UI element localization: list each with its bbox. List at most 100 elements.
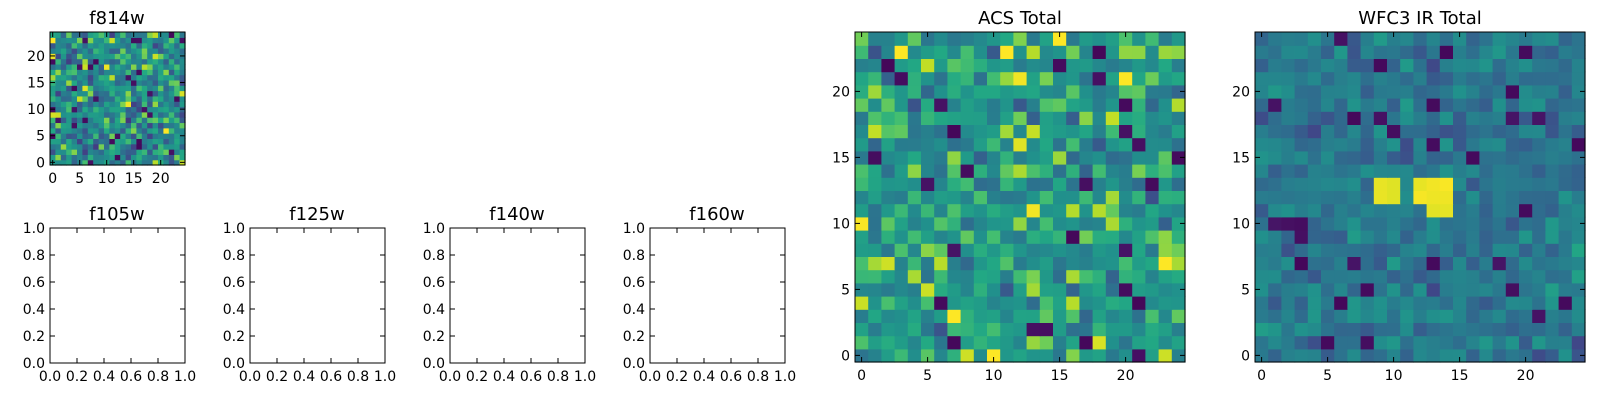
heatmap-cell (1347, 71, 1362, 86)
heatmap-cell (1453, 58, 1467, 73)
heatmap-cell (1413, 150, 1428, 165)
heatmap-cell (1426, 150, 1441, 165)
heatmap-cell (934, 348, 948, 363)
heatmap-cell (1453, 32, 1467, 46)
heatmap-cell (1281, 243, 1296, 257)
heatmap-cell (1453, 124, 1467, 139)
heatmap-cell (163, 138, 170, 145)
heatmap-cell (973, 124, 988, 139)
heatmap-cell (77, 37, 83, 44)
heatmap-cell (1268, 256, 1282, 271)
heatmap-cell (1294, 32, 1309, 46)
heatmap-cell (1307, 335, 1322, 350)
heatmap-cell (881, 296, 896, 310)
heatmap-cell (1571, 256, 1586, 271)
heatmap-cell (855, 216, 869, 231)
axes-frame (1254, 31, 1586, 363)
heatmap-cell (104, 122, 110, 129)
heatmap-cell (136, 63, 143, 70)
heatmap-cell (868, 282, 882, 297)
heatmap-cell (60, 37, 67, 44)
x-tick-label: 0.0 (39, 369, 61, 385)
heatmap-cell (1360, 296, 1375, 310)
heatmap-cell (1132, 190, 1146, 205)
heatmap-cell (87, 37, 94, 44)
heatmap-cell (158, 58, 164, 65)
heatmap-cell (1426, 296, 1441, 310)
heatmap-cell (1334, 71, 1348, 86)
heatmap-cell (1158, 309, 1173, 323)
heatmap-cell (1321, 296, 1335, 310)
heatmap-cell (158, 122, 164, 129)
heatmap-cell (1373, 164, 1388, 178)
heatmap-cell (114, 90, 121, 97)
heatmap-cell (1387, 150, 1401, 165)
heatmap-cell (881, 84, 896, 99)
heatmap-cell (1132, 309, 1146, 323)
heatmap-cell (934, 203, 948, 218)
heatmap-cell (1053, 164, 1067, 178)
heatmap-cell (1307, 282, 1322, 297)
heatmap-cell (109, 32, 116, 38)
heatmap-cell (973, 190, 988, 205)
heatmap-cell (60, 95, 67, 102)
heatmap-cell (1571, 84, 1586, 99)
heatmap-cell (1053, 322, 1067, 337)
heatmap-cell (1145, 98, 1160, 112)
heatmap-cell (921, 322, 935, 337)
heatmap-cell (168, 149, 175, 155)
heatmap-cell (136, 58, 143, 65)
heatmap-cell (987, 216, 1001, 231)
heatmap-cell (168, 117, 175, 124)
heatmap-cell (1307, 296, 1322, 310)
heatmap-cell (1092, 348, 1107, 363)
panel-title-f814w: f814w (89, 8, 144, 29)
heatmap-cell (66, 47, 73, 54)
heatmap-cell (960, 137, 975, 152)
heatmap-cell (109, 101, 116, 108)
heatmap-cell (1145, 296, 1160, 310)
heatmap-cell (1373, 203, 1388, 218)
heatmap-cell (894, 71, 909, 86)
heatmap-cell (98, 74, 105, 81)
y-tick-label: 5 (841, 282, 850, 298)
heatmap-cell (1545, 322, 1560, 337)
heatmap-cell (1000, 98, 1014, 112)
heatmap-cell (1092, 177, 1107, 191)
heatmap-cell (1426, 124, 1441, 139)
heatmap-cell (973, 137, 988, 152)
heatmap-cell (87, 143, 94, 150)
heatmap-cell (104, 149, 110, 155)
heatmap-cell (1307, 322, 1322, 337)
heatmap-cell (1307, 177, 1322, 191)
heatmap-cell (1268, 32, 1282, 46)
heatmap-cell (168, 74, 175, 81)
heatmap-cell (1105, 335, 1120, 350)
heatmap-cell (1294, 98, 1309, 112)
heatmap-cell (1466, 137, 1480, 152)
heatmap-cell (1158, 150, 1173, 165)
heatmap-cell (1360, 230, 1375, 244)
heatmap-cell (1268, 84, 1282, 99)
heatmap-cell (1039, 84, 1054, 99)
heatmap-cell (125, 42, 132, 49)
heatmap-cell (98, 138, 105, 145)
heatmap-cell (1092, 335, 1107, 350)
heatmap-cell (114, 47, 121, 54)
heatmap-cell (1145, 335, 1160, 350)
heatmap-cell (1413, 335, 1428, 350)
heatmap-cell (1453, 296, 1467, 310)
heatmap-cell (1307, 98, 1322, 112)
heatmap-cell (1426, 32, 1441, 46)
heatmap-cell (82, 111, 89, 118)
heatmap-cell (1545, 296, 1560, 310)
heatmap-cell (1558, 309, 1573, 323)
heatmap-cell (147, 90, 154, 97)
heatmap-cell (987, 282, 1001, 297)
heatmap-cell (1039, 124, 1054, 139)
heatmap-cell (77, 79, 83, 86)
heatmap-cell (1479, 71, 1494, 86)
heatmap-cell (1532, 177, 1546, 191)
heatmap-cell (141, 53, 148, 60)
heatmap-cell (1092, 45, 1107, 59)
